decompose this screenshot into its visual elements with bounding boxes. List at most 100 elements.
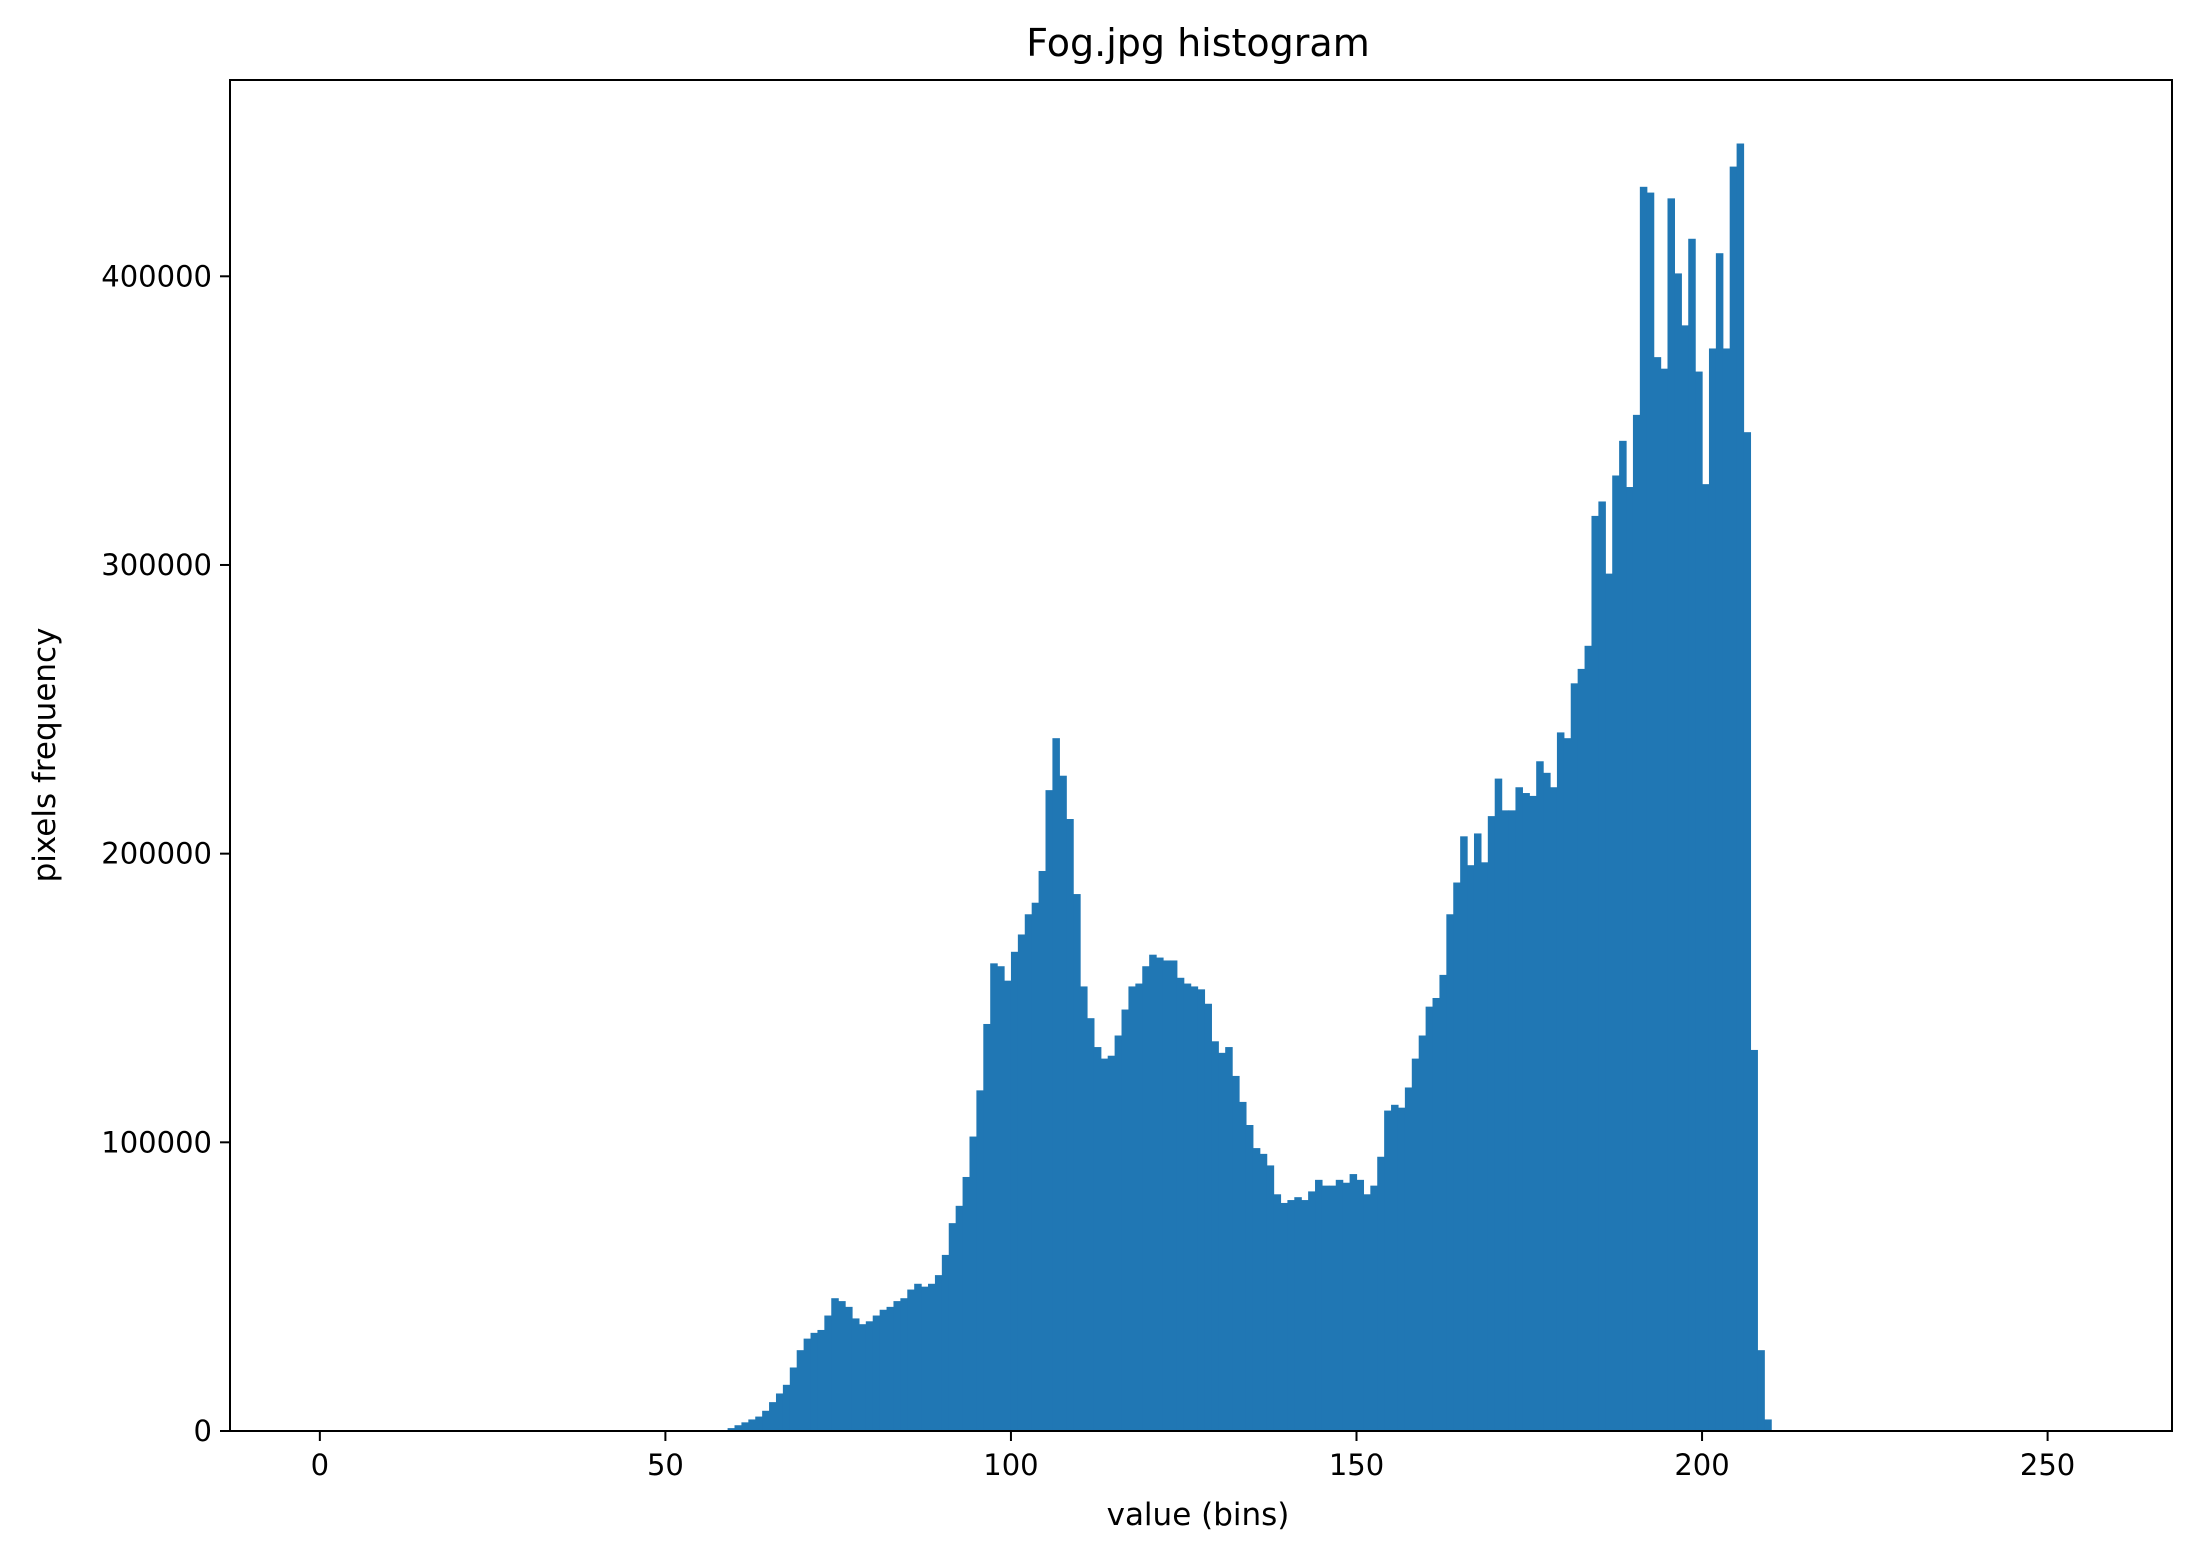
histogram-bar bbox=[1453, 882, 1461, 1431]
histogram-bar bbox=[1439, 974, 1447, 1431]
histogram-bar bbox=[879, 1309, 888, 1431]
histogram-bar bbox=[845, 1306, 853, 1431]
histogram-bar bbox=[1259, 1153, 1268, 1431]
histogram-bar bbox=[969, 1136, 977, 1431]
histogram-bar bbox=[1418, 1035, 1427, 1431]
histogram-bar bbox=[1757, 1350, 1765, 1431]
histogram-bar bbox=[1688, 238, 1696, 1431]
histogram-bar bbox=[1093, 1047, 1102, 1431]
histogram-bar bbox=[1135, 983, 1143, 1431]
histogram-bar bbox=[1232, 1075, 1240, 1431]
histogram-bar bbox=[803, 1338, 812, 1431]
x-tick-label: 250 bbox=[2020, 1448, 2075, 1482]
histogram-bar bbox=[1218, 1052, 1226, 1431]
histogram-bar bbox=[824, 1315, 832, 1431]
histogram-bar bbox=[1667, 198, 1675, 1432]
chart-title: Fog.jpg histogram bbox=[1026, 21, 1369, 65]
histogram-bar bbox=[1190, 986, 1199, 1431]
histogram-bar bbox=[1508, 810, 1517, 1431]
histogram-bar bbox=[734, 1425, 743, 1431]
histogram-bar bbox=[934, 1275, 943, 1431]
histogram-bar bbox=[893, 1301, 901, 1431]
histogram-bar bbox=[1404, 1087, 1413, 1431]
histogram-bar bbox=[1480, 862, 1489, 1431]
histogram-bar bbox=[810, 1332, 819, 1431]
histogram-bar bbox=[1024, 914, 1033, 1431]
histogram-bar bbox=[907, 1289, 915, 1431]
histogram-bar bbox=[1536, 761, 1544, 1431]
histogram-bar bbox=[1342, 1182, 1351, 1431]
histogram-bar bbox=[1384, 1110, 1392, 1431]
histogram-bar bbox=[1052, 738, 1060, 1431]
histogram-bar bbox=[1591, 515, 1599, 1431]
histogram-bar bbox=[1066, 819, 1074, 1431]
histogram-bar bbox=[817, 1329, 825, 1431]
histogram-bar bbox=[1411, 1058, 1420, 1431]
histogram-bar bbox=[1425, 1006, 1434, 1431]
histogram-bar bbox=[1708, 348, 1717, 1432]
histogram-bar bbox=[1004, 980, 1012, 1431]
histogram-bar bbox=[1619, 440, 1627, 1432]
histogram-bar bbox=[748, 1419, 756, 1431]
histogram-bar bbox=[1038, 870, 1047, 1431]
histogram-bar bbox=[1653, 357, 1662, 1431]
histogram-bar bbox=[1328, 1185, 1337, 1431]
histogram-bar bbox=[1245, 1125, 1254, 1431]
histogram-bar bbox=[928, 1283, 936, 1431]
histogram-bar bbox=[1605, 573, 1613, 1431]
histogram-bar bbox=[1149, 954, 1157, 1431]
histogram-bar bbox=[1681, 325, 1689, 1431]
histogram-bar bbox=[1543, 772, 1551, 1431]
histogram-bar bbox=[1584, 645, 1593, 1431]
histogram-bar bbox=[1287, 1200, 1295, 1431]
histogram-bar bbox=[1128, 986, 1136, 1431]
histogram-bar bbox=[1626, 487, 1634, 1431]
x-tick-label: 150 bbox=[1329, 1448, 1384, 1482]
histogram-bar bbox=[1162, 960, 1171, 1431]
histogram-bar bbox=[990, 963, 998, 1431]
histogram-bar bbox=[1494, 778, 1503, 1431]
histogram-bar bbox=[865, 1321, 874, 1431]
histogram-bar bbox=[941, 1254, 950, 1431]
histogram-bar bbox=[1632, 414, 1641, 1431]
histogram-bar bbox=[1114, 1035, 1123, 1431]
histogram-bar bbox=[1349, 1174, 1358, 1431]
histogram-bar bbox=[1010, 951, 1019, 1431]
histogram-bar bbox=[1377, 1156, 1385, 1431]
histogram-bar bbox=[1204, 1003, 1212, 1431]
histogram-bar bbox=[1563, 738, 1572, 1431]
y-tick-label: 300000 bbox=[101, 548, 212, 582]
histogram-bar bbox=[1356, 1179, 1365, 1431]
histogram-bar bbox=[1142, 966, 1150, 1431]
histogram-bar bbox=[1646, 192, 1655, 1432]
histogram-bar bbox=[1183, 983, 1192, 1431]
histogram-bar bbox=[1550, 787, 1558, 1431]
histogram-bar bbox=[762, 1410, 770, 1431]
histogram-bar bbox=[1577, 668, 1586, 1431]
x-tick-label: 200 bbox=[1674, 1448, 1729, 1482]
histogram-bar bbox=[755, 1416, 763, 1431]
histogram-bar bbox=[976, 1090, 984, 1431]
histogram-bar bbox=[1252, 1148, 1261, 1431]
histogram-bar bbox=[1391, 1104, 1399, 1431]
histogram-bar bbox=[900, 1298, 908, 1431]
histogram-bar bbox=[1556, 732, 1565, 1431]
histogram-bar bbox=[1674, 273, 1682, 1431]
histogram-bar bbox=[1487, 816, 1496, 1431]
histogram-bar bbox=[1073, 894, 1081, 1431]
histogram-bar bbox=[1432, 997, 1441, 1431]
histogram-bar bbox=[1156, 957, 1164, 1431]
y-axis-ticks: 0 100000 200000 300000 400000 bbox=[101, 259, 230, 1448]
histogram-bar bbox=[1315, 1179, 1323, 1431]
histogram-bar bbox=[1017, 934, 1026, 1431]
histogram-bar bbox=[789, 1367, 798, 1431]
histogram-bar bbox=[1529, 795, 1537, 1431]
histogram-bar bbox=[1280, 1202, 1288, 1431]
histogram-bar bbox=[1301, 1200, 1309, 1431]
x-tick-label: 0 bbox=[311, 1448, 329, 1482]
histogram-bar bbox=[1750, 1049, 1758, 1431]
histogram-bar bbox=[1031, 902, 1040, 1431]
histogram-bar bbox=[1211, 1041, 1219, 1431]
x-tick-label: 100 bbox=[983, 1448, 1038, 1482]
histogram-bar bbox=[1695, 371, 1703, 1431]
